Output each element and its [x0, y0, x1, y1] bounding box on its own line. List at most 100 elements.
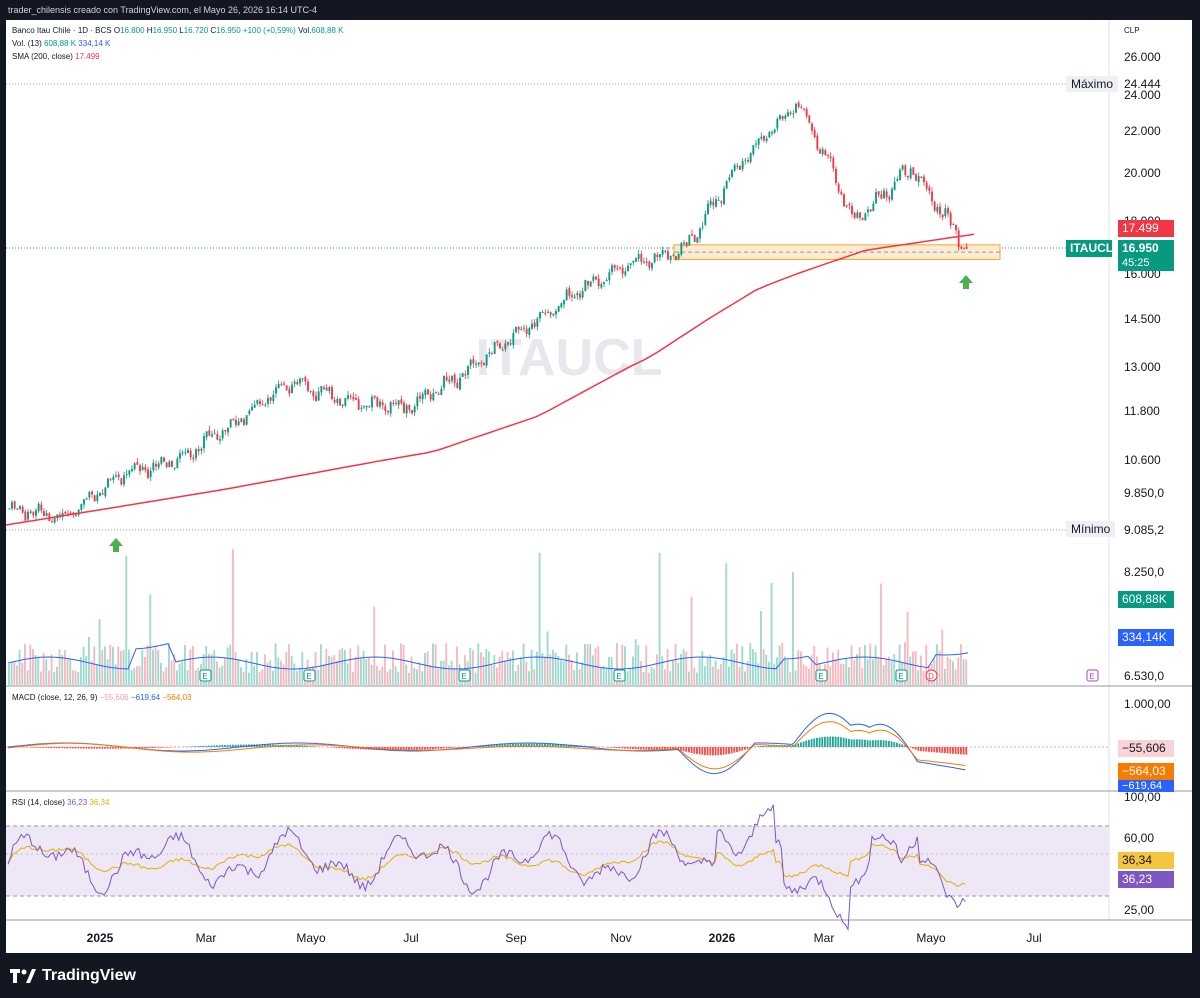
candle-body [40, 504, 43, 511]
macd-hist-bar [776, 745, 778, 747]
candle-body [331, 386, 333, 400]
candle-body [408, 404, 411, 410]
macd-hist-bar [680, 747, 682, 751]
legend-close-label: C [210, 26, 217, 35]
volume-bar [602, 665, 605, 685]
candle-body [619, 267, 621, 269]
macd-hist-bar [122, 747, 125, 749]
candle-body [563, 300, 565, 305]
time-tick-label: 2025 [87, 931, 114, 945]
macd-hist-bar [762, 745, 765, 747]
macd-hist-bar [765, 745, 768, 747]
macd-hist-bar [144, 747, 146, 749]
macd-hist-bar [509, 744, 512, 747]
candle-body [496, 341, 499, 343]
legend-macd-signal: −564,03 [162, 693, 192, 702]
macd-hist-bar [296, 745, 298, 747]
volume-bar [229, 644, 232, 685]
candle-body [528, 328, 531, 335]
chart-panel[interactable]: ITAUCL26.00024.00022.00020.00018.00016.0… [6, 20, 1192, 953]
volume-bar [682, 649, 685, 685]
volume-bar [290, 655, 293, 685]
macd-hist-bar [725, 747, 728, 755]
macd-hist-bar [45, 747, 48, 748]
volume-bar [762, 648, 765, 685]
volume-bar [949, 659, 952, 685]
price-tick-label: 8.250,0 [1124, 565, 1164, 579]
volume-bar [146, 645, 149, 685]
event-badge-box [199, 669, 212, 682]
macd-hist-bar [634, 747, 637, 750]
volume-bar [512, 650, 514, 685]
volume-bar [194, 670, 197, 685]
candle-body [573, 296, 576, 298]
volume-bar [392, 650, 394, 685]
candle-body [616, 268, 619, 270]
macd-hist-bar [221, 745, 224, 747]
volume-bar [226, 647, 229, 685]
macd-hist-bar [112, 747, 114, 749]
macd-hist-bar [218, 745, 221, 747]
volume-bar [925, 644, 928, 685]
chart-canvas[interactable]: ITAUCL26.00024.00022.00020.00018.00016.0… [6, 20, 1192, 953]
macd-hist-bar [840, 737, 842, 747]
volume-bar [517, 664, 520, 685]
macd-hist-bar [256, 744, 258, 747]
macd-hist-bar [701, 747, 704, 755]
macd-hist-bar [834, 736, 837, 747]
macd-line [7, 712, 966, 775]
macd-hist-bar [109, 747, 112, 749]
candle-body [835, 168, 837, 184]
volume-bar [522, 643, 525, 685]
macd-hist-bar [360, 747, 362, 750]
volume-bar [773, 664, 776, 685]
volume-bar [872, 659, 874, 685]
volume-bar [906, 611, 909, 685]
volume-bar [114, 664, 117, 685]
volume-bar [381, 666, 384, 685]
volume-bar [413, 667, 416, 685]
candle-body [472, 359, 475, 364]
candle-body [136, 462, 139, 465]
candle-body [248, 410, 251, 414]
candle-body [571, 295, 573, 298]
candle-body [339, 398, 341, 406]
volume-bar [274, 643, 277, 685]
volume-bar [552, 649, 554, 685]
volume-bar [232, 549, 234, 685]
volume-bar [410, 656, 413, 685]
event-badge: D [925, 669, 938, 682]
volume-bar [576, 652, 578, 685]
volume-bar [50, 654, 53, 685]
candle-body [499, 343, 501, 349]
macd-hist-bar [741, 747, 744, 751]
volume-bar [808, 668, 810, 685]
volume-bar [685, 651, 688, 685]
candle-body [811, 123, 813, 131]
volume-bar [922, 670, 925, 685]
candle-body [885, 191, 888, 198]
macd-hist-bar [896, 742, 898, 747]
candle-body [595, 276, 597, 280]
candle-body [755, 143, 757, 145]
volume-bar [648, 672, 650, 685]
macd-hist-bar [165, 747, 168, 748]
volume-bar [421, 671, 424, 685]
macd-hist-bar [717, 747, 720, 756]
macd-hist-bar [829, 736, 832, 747]
volume-bar [578, 668, 581, 685]
macd-hist-bar [290, 745, 293, 747]
candle-body [427, 389, 429, 395]
candle-body [205, 431, 208, 438]
tradingview-logo[interactable]: TradingView [10, 967, 136, 985]
macd-hist-bar [658, 747, 661, 750]
candle-body [789, 112, 792, 114]
volume-bar [744, 671, 746, 685]
macd-hist-bar [413, 747, 416, 750]
macd-hist-bar [405, 747, 408, 751]
macd-hist-bar [192, 746, 194, 747]
macd-hist-bar [445, 747, 448, 749]
volume-bar [445, 643, 448, 685]
volume-bar [40, 671, 42, 685]
candle-body [323, 387, 325, 389]
